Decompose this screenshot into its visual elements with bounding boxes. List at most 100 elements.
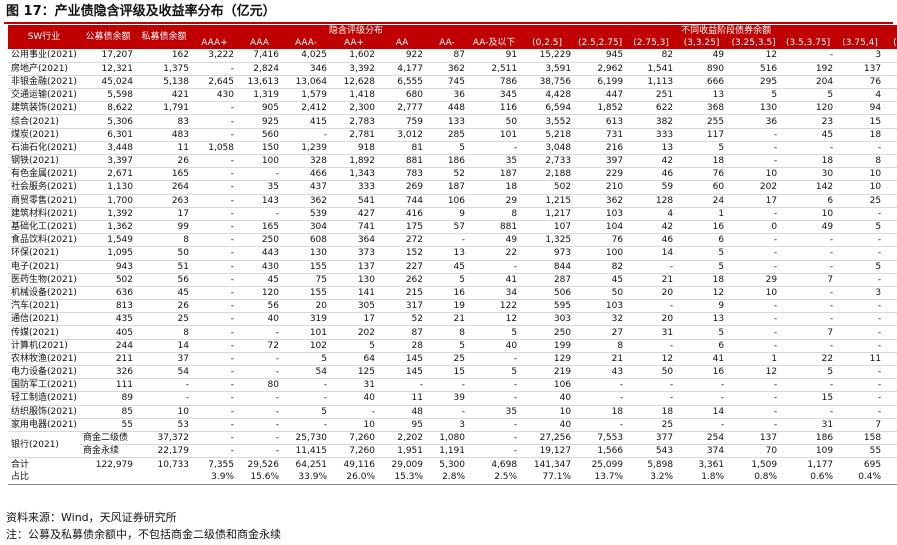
value-cell: - (676, 418, 728, 432)
value-cell: - (237, 444, 282, 459)
value-cell: - (192, 260, 237, 274)
value-cell: 6,594 (520, 101, 575, 116)
value-cell: - (727, 299, 781, 314)
value-cell: - (727, 246, 781, 261)
table-row: 电力设备(2021) 326 54- -54 125 145 15 5 219 43 50 16 12 5… (8, 365, 897, 380)
value-cell: 448 (426, 101, 468, 116)
value-cell: 100 (237, 154, 282, 169)
value-cell: 304 (282, 220, 330, 235)
value-cell: 108 (884, 62, 897, 76)
value-cell: 49 (884, 75, 897, 90)
value-cell: 636 (80, 286, 136, 301)
value-cell: 9 (426, 207, 468, 221)
value-cell: - (192, 418, 237, 432)
value-cell: - (780, 49, 837, 63)
value-cell: 1,541 (626, 62, 677, 76)
value-cell: 28 (378, 339, 426, 353)
value-cell: 8,622 (80, 101, 136, 116)
value-cell: 145 (378, 365, 426, 380)
value-cell: - (192, 431, 237, 446)
value-cell: 560 (237, 128, 282, 142)
value-cell: 11,415 (282, 444, 330, 459)
value-cell: 107 (520, 220, 575, 235)
value-cell: 5 (780, 88, 837, 103)
value-cell: 466 (282, 167, 330, 182)
value-cell: - (780, 405, 837, 419)
total-cell: 5,300 (426, 457, 468, 471)
value-cell: 8 (136, 233, 192, 248)
value-cell: 1,392 (80, 207, 136, 221)
industry-cell: 有色金属(2021) (8, 167, 80, 182)
value-cell: - (780, 312, 837, 327)
value-cell: - (836, 312, 885, 327)
value-cell: - (237, 207, 282, 221)
value-cell: - (780, 339, 837, 353)
value-cell: 83 (136, 114, 192, 129)
value-cell: 2,645 (192, 75, 237, 90)
value-cell: 8 (426, 325, 468, 340)
value-cell: - (727, 233, 781, 248)
value-cell: - (192, 352, 237, 367)
value-cell: 32 (574, 312, 627, 327)
value-cell: - (836, 273, 885, 287)
value-cell: 50 (574, 286, 627, 301)
value-cell: 38 (884, 194, 897, 208)
total-cell: 10,733 (136, 457, 192, 471)
value-cell: - (192, 444, 237, 459)
value-cell: - (282, 378, 330, 393)
value-cell: 25 (426, 352, 468, 367)
value-cell: 10 (884, 49, 897, 63)
value-cell: 18 (676, 154, 728, 169)
value-cell: 49 (468, 233, 521, 248)
pct-cell: 15.3% (378, 471, 426, 485)
industry-cell: 传媒(2021) (8, 325, 80, 340)
value-cell: 1,239 (282, 141, 330, 156)
value-cell: 11 (136, 141, 192, 156)
value-cell: 421 (136, 88, 192, 103)
value-cell: 12 (676, 286, 728, 301)
table-row: 食品饮料(2021) 1,549 8-250 608 364 272-49 1,325 76 4… (8, 233, 897, 248)
pct-cell: 0.6% (780, 471, 837, 485)
value-cell: - (676, 378, 728, 393)
value-cell: 922 (378, 49, 426, 63)
value-cell: 943 (80, 260, 136, 274)
value-cell: - (192, 233, 237, 248)
table-row: 社会服务(2021) 1,130 264-35 437 333 269 187 18 502 21… (8, 180, 897, 195)
value-cell: - (884, 154, 897, 169)
value-cell: 5,306 (80, 114, 136, 129)
bond-distribution-table: SW行业 公募债余额 私募债余额 隐含评级分布 不同收益阶段债券余额 AAA+ A… (8, 25, 897, 485)
value-cell: 303 (520, 312, 575, 327)
value-cell: 192 (780, 62, 837, 76)
value-cell: 94 (836, 101, 885, 116)
industry-cell: 建筑装饰(2021) (8, 101, 80, 116)
header-rating-3: AA+ (330, 37, 378, 49)
pct-cell: 26.0% (330, 471, 378, 485)
value-cell: 39 (426, 391, 468, 406)
value-cell: 16 (676, 365, 728, 380)
value-cell: 43 (574, 365, 627, 380)
value-cell: 187 (468, 167, 521, 182)
value-cell: 57 (426, 220, 468, 235)
value-cell: 12 (468, 312, 521, 327)
value-cell: 50 (136, 246, 192, 261)
value-cell: - (727, 312, 781, 327)
value-cell: - (626, 391, 677, 406)
value-cell: - (626, 378, 677, 393)
value-cell: - (237, 405, 282, 419)
value-cell: 3,397 (80, 154, 136, 169)
value-cell: 120 (780, 101, 837, 116)
value-cell: 539 (282, 207, 330, 221)
value-cell: 103 (574, 299, 627, 314)
value-cell: 8 (468, 207, 521, 221)
value-cell: 45,024 (80, 75, 136, 90)
value-cell: - (192, 299, 237, 314)
value-cell: 14 (136, 339, 192, 353)
value-cell: 76 (676, 167, 728, 182)
value-cell: 10 (727, 167, 781, 182)
value-cell: - (884, 141, 897, 156)
value-cell: 287 (520, 273, 575, 287)
value-cell: 12 (626, 352, 677, 367)
value-cell: 5,138 (136, 75, 192, 90)
value-cell: 1,579 (282, 88, 330, 103)
